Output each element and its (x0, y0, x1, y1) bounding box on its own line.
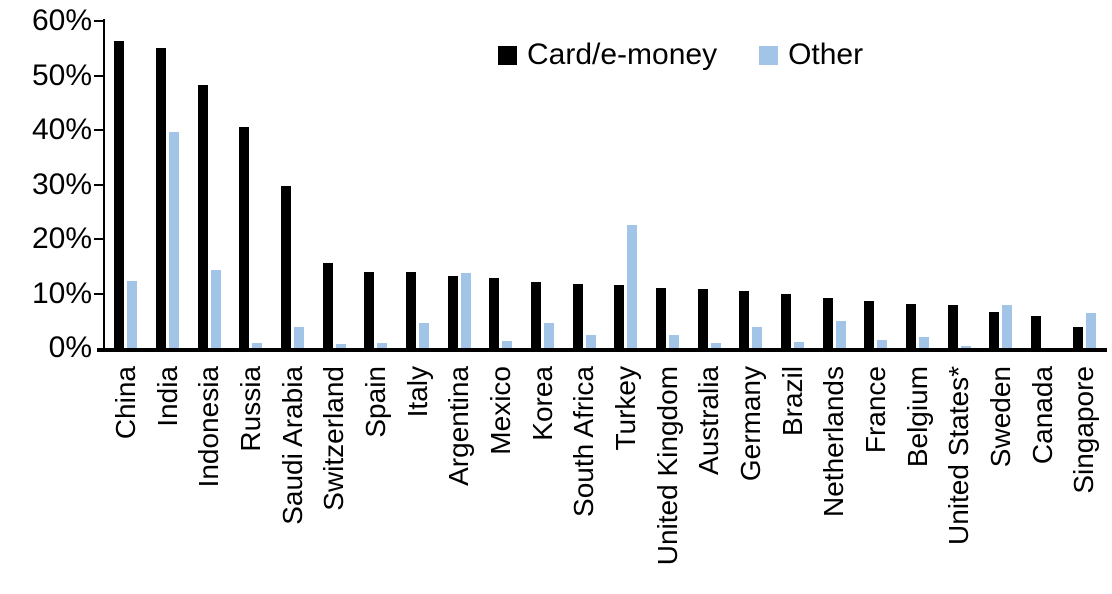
bar-united-states-other (960, 346, 971, 348)
x-label-united-kingdom: United Kingdom (651, 366, 683, 566)
x-axis-baseline (97, 348, 1107, 352)
bar-germany-other (752, 326, 763, 348)
x-label-belgium: Belgium (901, 366, 933, 468)
y-tick-label: 40% (31, 113, 92, 146)
bar-india-other (169, 131, 179, 348)
bar-singapore-other (1085, 312, 1096, 348)
bar-united-states-card-e-money (947, 304, 958, 348)
bar-russia-card-e-money (239, 127, 250, 348)
y-tick (94, 183, 104, 186)
x-label-korea: Korea (526, 366, 558, 441)
x-label-australia: Australia (693, 366, 725, 475)
bar-south-africa-card-e-money (572, 284, 583, 348)
x-label-russia: Russia (234, 366, 266, 452)
x-label-canada: Canada (1026, 366, 1058, 465)
bar-united-kingdom-other (669, 335, 679, 348)
y-tick (94, 238, 104, 240)
x-label-france: France (859, 366, 891, 454)
bar-china-card-e-money (114, 41, 125, 348)
bar-sweden-card-e-money (989, 312, 1000, 348)
y-tick-label: 50% (31, 58, 92, 92)
legend-label-other: Other (788, 38, 864, 71)
y-tick (94, 292, 104, 295)
x-label-china: China (109, 366, 141, 440)
bar-sweden-other (1002, 305, 1013, 348)
bar-china-other (127, 280, 138, 348)
y-tick (94, 74, 104, 77)
bar-mexico-other (502, 341, 513, 348)
y-tick-label: 30% (31, 167, 92, 201)
bar-germany-card-e-money (739, 290, 750, 348)
x-label-switzerland: Switzerland (318, 366, 350, 511)
other-swatch-icon (759, 45, 779, 65)
bar-italy-other (419, 323, 429, 348)
y-tick-label: 20% (31, 222, 92, 255)
bar-france-card-e-money (864, 301, 875, 348)
bar-netherlands-card-e-money (822, 297, 833, 348)
x-label-mexico: Mexico (484, 366, 516, 455)
x-label-germany: Germany (734, 366, 766, 482)
bar-brazil-card-e-money (781, 293, 791, 348)
bar-indonesia-card-e-money (197, 84, 208, 348)
bar-australia-card-e-money (697, 289, 708, 348)
bar-singapore-card-e-money (1072, 326, 1083, 348)
x-label-united-states: United States* (943, 366, 975, 545)
bar-india-card-e-money (156, 48, 166, 348)
x-label-argentina: Argentina (443, 366, 475, 486)
bar-australia-other (710, 343, 721, 348)
bar-korea-card-e-money (531, 281, 541, 348)
bar-turkey-other (627, 225, 638, 348)
y-axis (103, 19, 105, 350)
bar-argentina-card-e-money (447, 275, 458, 348)
bar-korea-other (544, 322, 554, 348)
legend-item-card-e-money: Card/e-money (498, 38, 717, 72)
bar-canada-card-e-money (1031, 315, 1041, 348)
x-label-south-africa: South Africa (568, 366, 600, 517)
bar-belgium-other (919, 336, 929, 348)
bar-switzerland-other (335, 343, 346, 348)
bar-brazil-other (794, 342, 804, 348)
x-label-turkey: Turkey (609, 366, 641, 451)
bar-france-other (877, 339, 888, 348)
y-tick (94, 129, 104, 131)
x-label-indonesia: Indonesia (193, 366, 225, 488)
x-label-netherlands: Netherlands (818, 366, 850, 517)
x-label-india: India (151, 366, 183, 427)
bar-belgium-card-e-money (906, 303, 916, 348)
bar-turkey-card-e-money (614, 285, 625, 348)
x-label-italy: Italy (401, 366, 433, 418)
x-label-brazil: Brazil (776, 366, 808, 437)
legend-label-card-e-money: Card/e-money (527, 38, 718, 71)
bar-argentina-other (460, 273, 471, 348)
y-tick (94, 20, 104, 22)
y-tick-label: 10% (31, 276, 92, 310)
x-label-sweden: Sweden (984, 366, 1016, 468)
bar-spain-other (377, 342, 388, 348)
bar-italy-card-e-money (406, 271, 416, 348)
bar-saudi-arabia-card-e-money (281, 185, 291, 348)
legend-item-other: Other (759, 38, 863, 72)
y-tick-label: 60% (31, 4, 92, 37)
bar-switzerland-card-e-money (322, 262, 333, 348)
bar-russia-other (252, 342, 263, 348)
bar-saudi-arabia-other (294, 327, 304, 348)
legend: Card/e-money Other (498, 38, 863, 72)
y-tick-label: 0% (48, 331, 92, 364)
bar-indonesia-other (210, 269, 221, 348)
bar-mexico-card-e-money (489, 277, 500, 348)
x-label-singapore: Singapore (1068, 366, 1100, 494)
card-e-money-swatch-icon (498, 45, 517, 65)
x-label-saudi-arabia: Saudi Arabia (276, 366, 308, 525)
x-label-spain: Spain (359, 366, 391, 438)
bar-netherlands-other (835, 320, 846, 348)
bar-spain-card-e-money (364, 271, 375, 348)
bar-south-africa-other (585, 335, 596, 348)
bar-united-kingdom-card-e-money (656, 288, 666, 348)
